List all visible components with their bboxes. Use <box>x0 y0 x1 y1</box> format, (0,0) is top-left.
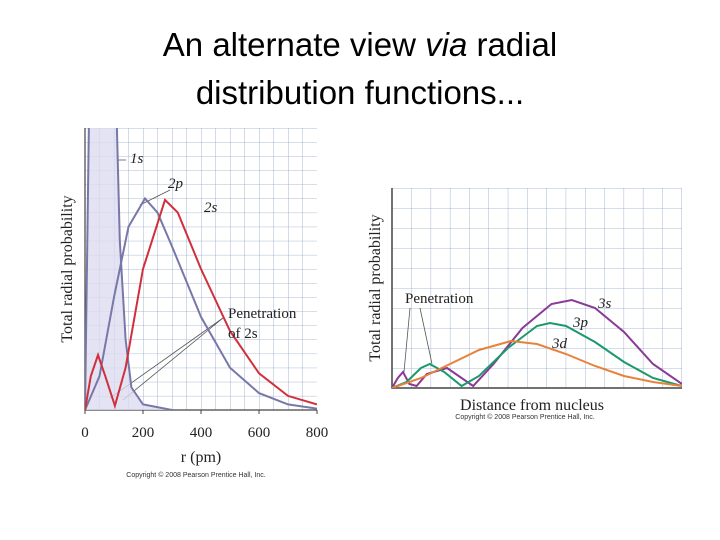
x-tick-label: 600 <box>248 425 271 441</box>
x-axis-label: r (pm) <box>181 449 221 466</box>
line <box>392 339 682 388</box>
grid <box>392 188 682 388</box>
annotation: 1s <box>130 151 144 167</box>
x-tick-label: 200 <box>132 425 155 441</box>
annotation: of 2s <box>228 326 258 342</box>
line <box>85 198 317 410</box>
annotation: 3s <box>597 296 612 312</box>
x-tick-label: 400 <box>190 425 213 441</box>
x-tick-label: 800 <box>306 425 329 441</box>
slide-title: An alternate view via radial <box>163 26 557 63</box>
annotation: Penetration <box>405 291 474 307</box>
annotation: 3d <box>551 336 568 352</box>
annotation: 2s <box>204 200 218 216</box>
copyright: Copyright © 2008 Pearson Prentice Hall, … <box>455 413 594 421</box>
line <box>392 321 682 388</box>
copyright: Copyright © 2008 Pearson Prentice Hall, … <box>126 471 265 479</box>
line <box>85 196 317 410</box>
annotation: Penetration <box>228 306 297 322</box>
x-tick-label: 0 <box>81 425 89 441</box>
line <box>85 128 173 410</box>
slide-title-line2: distribution functions... <box>196 74 524 111</box>
annotation: 2p <box>168 176 184 192</box>
x-axis-label: Distance from nucleus <box>460 397 604 414</box>
y-axis-label: Total radial probability <box>59 195 76 342</box>
annotation: 3p <box>572 315 589 331</box>
y-axis-label: Total radial probability <box>367 214 384 361</box>
